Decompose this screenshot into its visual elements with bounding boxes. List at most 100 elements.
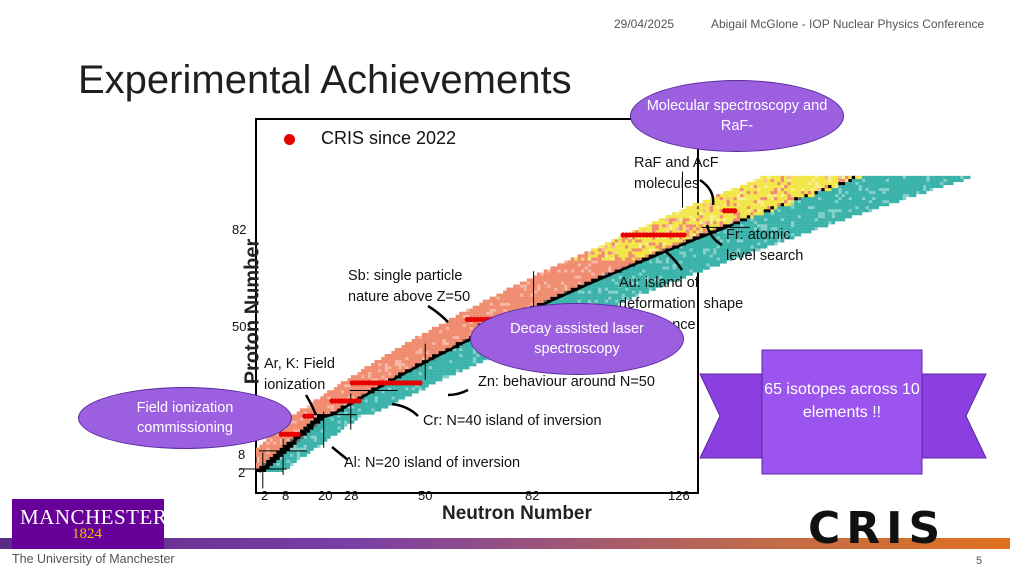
nuclide-cell [888, 175, 893, 180]
nuclide-cell [736, 212, 741, 216]
nuclide-cell [767, 218, 771, 222]
nuclide-cell [445, 351, 450, 355]
nuclide-cell [800, 212, 805, 216]
nuclide-cell [699, 212, 704, 216]
nuclide-cell [350, 390, 355, 394]
nuclide-cell [296, 450, 301, 454]
nuclide-cell [800, 230, 805, 234]
nuclide-cell [665, 245, 670, 249]
nuclide-cell [804, 215, 808, 219]
nuclide-cell [696, 257, 700, 261]
nuclide-cell [432, 351, 436, 355]
nuclide-cell [594, 263, 599, 267]
nuclide-cell [780, 196, 785, 201]
nuclide-cell [899, 190, 903, 195]
nuclide-cell [320, 441, 324, 445]
nuclide-cell [800, 181, 805, 186]
nuclide-cell [692, 218, 697, 222]
nuclide-cell [729, 245, 734, 249]
nuclide-cell [316, 435, 321, 439]
nuclide-cell [591, 284, 595, 288]
nuclide-cell [306, 441, 311, 445]
nuclide-cell [374, 393, 379, 397]
nuclide-cell [594, 275, 599, 279]
nuclide-cell [631, 284, 636, 288]
nuclide-cell [848, 187, 852, 192]
nuclide-cell [428, 351, 433, 355]
nuclide-cell [824, 215, 829, 219]
nuclide-cell [790, 193, 795, 198]
nuclide-cell [371, 369, 375, 373]
nuclide-cell [482, 299, 487, 303]
nuclide-cell [266, 468, 270, 472]
nuclide-cell [391, 354, 395, 358]
nuclide-cell [760, 218, 764, 222]
nuclide-cell [411, 351, 416, 355]
nuclide-cell [624, 284, 629, 288]
nuclide-cell [401, 360, 406, 364]
nuclide-cell [746, 200, 751, 204]
nuclide-cell [553, 290, 558, 294]
nuclide-cell [834, 184, 839, 189]
nuclide-cell [462, 344, 467, 349]
nuclide-cell [428, 332, 433, 337]
nuclide-cell [696, 218, 700, 222]
nuclide-cell [404, 375, 409, 379]
nuclide-cell [621, 278, 626, 282]
nuclide-cell [767, 230, 771, 234]
nuclide-cell [536, 299, 541, 303]
nuclide-cell [587, 257, 592, 261]
nuclide-cell [432, 332, 436, 337]
nuclide-cell [726, 196, 731, 201]
nuclide-cell [719, 206, 724, 210]
nuclide-cell [814, 206, 819, 210]
nuclide-cell [408, 354, 412, 358]
nuclide-cell [316, 444, 321, 448]
nuclide-cell [652, 269, 656, 273]
nuclide-cell [374, 390, 379, 394]
nuclide-cell [364, 375, 368, 379]
nuclide-cell [520, 302, 524, 306]
nuclide-cell [364, 399, 368, 403]
nuclide-cell [621, 257, 626, 261]
nuclide-cell [323, 420, 328, 424]
nuclide-cell [814, 203, 819, 207]
nuclide-cell [733, 227, 737, 231]
nuclide-cell [692, 257, 697, 261]
nuclide-cell [709, 248, 714, 252]
nuclide-cell [316, 399, 321, 403]
nuclide-cell [794, 227, 798, 231]
nuclide-cell [743, 215, 748, 219]
nuclide-cell [448, 332, 453, 337]
nuclide-cell [668, 260, 673, 264]
nuclide-cell [746, 248, 751, 252]
nuclide-cell [421, 347, 426, 352]
nuclide-cell [259, 456, 263, 460]
nuclide-cell [794, 184, 798, 189]
nuclide-cell [828, 175, 832, 180]
nuclide-cell [279, 465, 284, 469]
nuclide-cell [526, 302, 531, 306]
nuclide-cell [584, 278, 588, 282]
nuclide-cell [733, 206, 737, 210]
nuclide-cell [533, 275, 538, 279]
nuclide-cell [804, 196, 808, 201]
nuclide-cell [472, 308, 477, 312]
nuclide-cell [313, 417, 318, 421]
nuclide-cell [316, 405, 321, 409]
nuclide-cell [743, 209, 748, 213]
nuclide-cell [899, 181, 903, 186]
nuclide-cell [300, 417, 304, 421]
nuclide-cell [438, 366, 443, 370]
nuclide-cell [834, 193, 839, 198]
nuclide-cell [621, 287, 626, 291]
nuclide-cell [408, 393, 412, 397]
nuclide-cell [313, 399, 318, 403]
nuclide-cell [784, 230, 788, 234]
nuclide-cell [404, 384, 409, 388]
nuclide-cell [763, 209, 768, 213]
nuclide-cell [388, 354, 392, 358]
nuclide-cell [570, 281, 575, 285]
nuclide-cell [591, 263, 595, 267]
nuclide-cell [320, 420, 324, 424]
